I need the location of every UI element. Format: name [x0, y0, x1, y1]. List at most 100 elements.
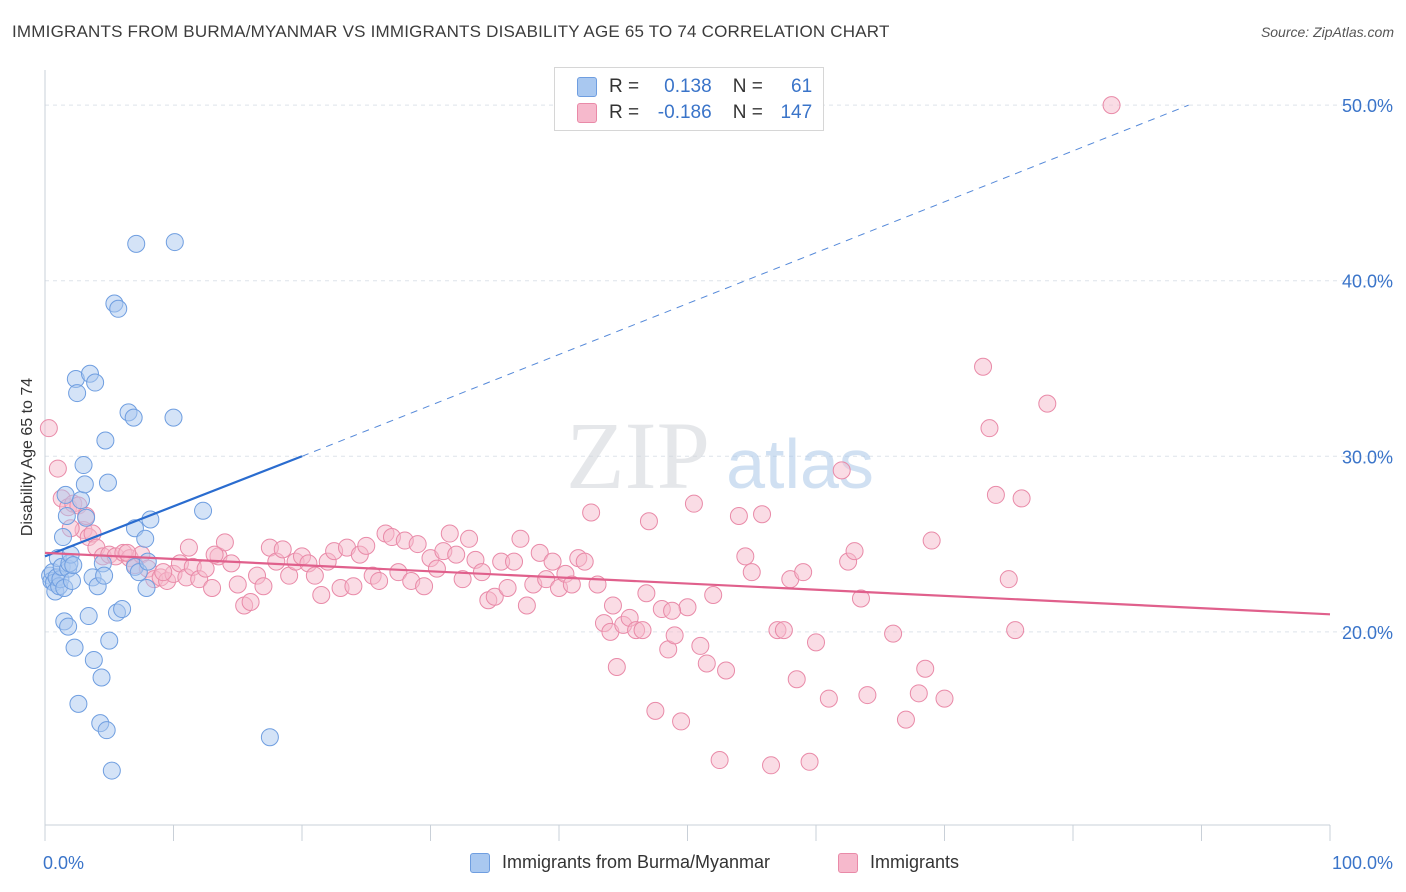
burma-trend-extension — [301, 104, 1189, 457]
burma-point — [113, 600, 132, 619]
immigrants-point — [999, 570, 1018, 589]
legend-n-label: N = — [732, 102, 763, 123]
burma-point — [127, 234, 146, 253]
bottom-legend-swatch-pink — [838, 852, 858, 873]
legend-r-label: R = — [609, 76, 640, 97]
immigrants-point — [678, 598, 697, 617]
burma-point — [79, 607, 98, 626]
immigrants-point — [305, 566, 324, 585]
burma-point — [71, 491, 90, 510]
immigrants-point — [517, 596, 536, 615]
immigrants-point — [472, 563, 491, 582]
immigrants-point — [980, 419, 999, 438]
burma-point — [86, 373, 105, 392]
immigrants-point — [537, 570, 556, 589]
immigrants-point — [858, 686, 877, 705]
immigrants-point — [222, 554, 241, 573]
immigrants-point — [440, 524, 459, 543]
immigrants-point — [447, 545, 466, 564]
burma-point — [100, 631, 119, 650]
immigrants-point — [704, 585, 723, 604]
x-tick-label: 0.0% — [43, 853, 84, 873]
immigrants-point — [639, 512, 658, 531]
immigrants-point — [717, 661, 736, 680]
source-label: Source: ZipAtlas.com — [1260, 24, 1394, 40]
watermark-atlas: atlas — [726, 425, 874, 503]
immigrants-point — [800, 752, 819, 771]
chart-title: IMMIGRANTS FROM BURMA/MYANMAR VS IMMIGRA… — [12, 22, 890, 41]
immigrants-point — [974, 357, 993, 376]
immigrants-point — [312, 585, 331, 604]
burma-point — [56, 485, 75, 504]
bottom-legend-label: Immigrants — [870, 852, 960, 872]
immigrants-point — [498, 578, 517, 597]
burma-point — [77, 508, 96, 527]
trend-lines — [44, 104, 1331, 616]
immigrants-trend-line — [44, 551, 1331, 616]
legend-n-value: 147 — [780, 102, 813, 123]
burma-point — [68, 384, 87, 403]
immigrants-point — [427, 559, 446, 578]
grid — [45, 104, 1392, 633]
burma-point — [194, 501, 213, 520]
immigrants-point — [460, 529, 479, 548]
burma-point — [64, 556, 83, 575]
immigrants-point — [1006, 621, 1025, 640]
burma-point — [164, 408, 183, 427]
watermark-zip: ZIP — [566, 402, 710, 509]
immigrants-point — [710, 751, 729, 770]
burma-point — [138, 552, 157, 571]
y-axis-label: Disability Age 65 to 74 — [19, 377, 36, 537]
legend-n-label: N = — [732, 76, 763, 97]
immigrants-point — [684, 494, 703, 513]
immigrants-point — [575, 552, 594, 571]
burma-point — [124, 408, 143, 427]
immigrants-point — [896, 710, 915, 729]
burma-point — [57, 506, 76, 525]
y-tick-label: 20.0% — [1342, 623, 1393, 643]
immigrants-point — [179, 538, 198, 557]
burma-point — [98, 473, 117, 492]
x-tick-label: 100.0% — [1332, 853, 1393, 873]
burma-point — [165, 233, 184, 252]
immigrants-point — [603, 596, 622, 615]
axes — [44, 70, 1331, 841]
legend-r-value: -0.186 — [657, 102, 712, 123]
burma-point — [74, 456, 93, 475]
immigrants-point — [672, 712, 691, 731]
legend-row-immigrants: R = -0.186 N = 147 — [577, 101, 812, 125]
watermark: ZIP atlas — [566, 402, 874, 509]
immigrants-point — [762, 756, 781, 775]
immigrants-point — [154, 563, 173, 582]
immigrants-point — [729, 506, 748, 525]
immigrants-point — [637, 584, 656, 603]
immigrants-point — [663, 601, 682, 620]
immigrants-point — [39, 419, 58, 438]
burma-point — [97, 721, 116, 740]
immigrants-point — [415, 577, 434, 596]
immigrants-point — [742, 563, 761, 582]
immigrants-point — [851, 589, 870, 608]
immigrants-point — [774, 621, 793, 640]
immigrants-point — [453, 570, 472, 589]
immigrants-point — [582, 503, 601, 522]
immigrants-point — [530, 543, 549, 562]
burma-point — [65, 638, 84, 657]
legend-r-value: 0.138 — [664, 76, 712, 97]
immigrants-point — [485, 587, 504, 606]
burma-point — [53, 528, 72, 547]
series-burma-points — [41, 233, 279, 780]
legend-n-value: 61 — [791, 76, 813, 97]
stats-legend: R = 0.138 N = 61 R = -0.186 N = 147 — [554, 67, 824, 131]
immigrants-point — [511, 529, 530, 548]
immigrants-point — [736, 547, 755, 566]
immigrants-point — [1038, 394, 1057, 413]
burma-point — [92, 668, 111, 687]
burma-point — [62, 571, 81, 590]
y-tick-label: 30.0% — [1342, 447, 1393, 467]
immigrants-point — [370, 571, 389, 590]
y-tick-label: 40.0% — [1342, 272, 1393, 292]
immigrants-point — [1102, 96, 1121, 115]
immigrants-point — [543, 552, 562, 571]
burma-trend-line — [44, 455, 303, 558]
